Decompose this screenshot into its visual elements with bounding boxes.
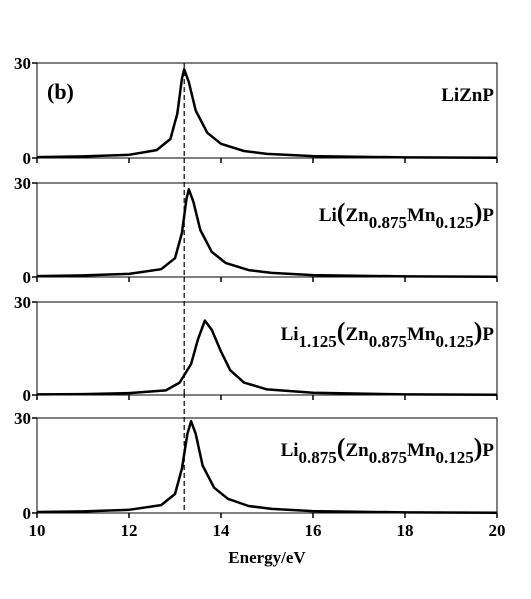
- label-part: Li: [281, 324, 299, 345]
- plot-frame: [36, 301, 498, 396]
- label-part: 0.875: [369, 448, 407, 467]
- x-axis-label: Energy/eV: [228, 548, 306, 567]
- y-tick-label: 0: [23, 386, 32, 405]
- x-tick-label: 14: [213, 521, 231, 540]
- label-part: ): [474, 198, 483, 227]
- label-part: LiZnP: [441, 85, 494, 106]
- label-part: Mn: [407, 440, 436, 461]
- spectrum-line: [36, 188, 498, 278]
- label-part: ): [474, 433, 483, 462]
- label-part: 0.125: [435, 332, 473, 351]
- series-label: Li1.125(Zn0.875Mn0.125)P: [281, 317, 495, 351]
- y-tick-label: 0: [23, 149, 32, 168]
- plot-frame: [36, 417, 498, 514]
- y-tick-label: 30: [14, 409, 31, 428]
- label-part: 0.125: [435, 213, 473, 232]
- label-part: 0.875: [299, 448, 337, 467]
- label-part: 0.125: [435, 448, 473, 467]
- label-part: 0.875: [369, 213, 407, 232]
- x-tick-label: 20: [489, 521, 506, 540]
- label-part: Zn: [345, 440, 369, 461]
- y-tick-label: 30: [14, 174, 31, 193]
- x-tick-label: 16: [305, 521, 322, 540]
- spectrum-line: [36, 68, 498, 159]
- spectrum-line: [36, 319, 498, 396]
- label-part: P: [482, 205, 494, 226]
- label-part: 0.875: [369, 332, 407, 351]
- series-label: LiZnP: [441, 85, 494, 106]
- label-part: (: [337, 433, 346, 462]
- label-part: Mn: [407, 324, 436, 345]
- series-label: Li0.875(Zn0.875Mn0.125)P: [281, 433, 495, 467]
- plot-frame: [36, 182, 498, 278]
- label-part: (: [337, 317, 346, 346]
- label-part: Zn: [345, 324, 369, 345]
- label-part: ): [474, 317, 483, 346]
- label-part: Zn: [345, 205, 369, 226]
- series-label: Li(Zn0.875Mn0.125)P: [319, 198, 495, 232]
- x-tick-label: 18: [397, 521, 414, 540]
- label-part: P: [482, 440, 494, 461]
- y-tick-label: 30: [14, 54, 31, 73]
- x-tick-label: 12: [121, 521, 138, 540]
- label-part: (: [337, 198, 346, 227]
- spectrum-line: [36, 419, 498, 514]
- y-tick-label: 30: [14, 293, 31, 312]
- y-tick-label: 0: [23, 268, 32, 287]
- label-part: 1.125: [299, 332, 337, 351]
- label-part: P: [482, 324, 494, 345]
- y-tick-label: 0: [23, 504, 32, 523]
- label-part: Li: [319, 205, 337, 226]
- panel-label: (b): [47, 79, 74, 104]
- x-tick-label: 10: [29, 521, 46, 540]
- plot-frame: [36, 62, 498, 159]
- label-part: Mn: [407, 205, 436, 226]
- label-part: Li: [281, 440, 299, 461]
